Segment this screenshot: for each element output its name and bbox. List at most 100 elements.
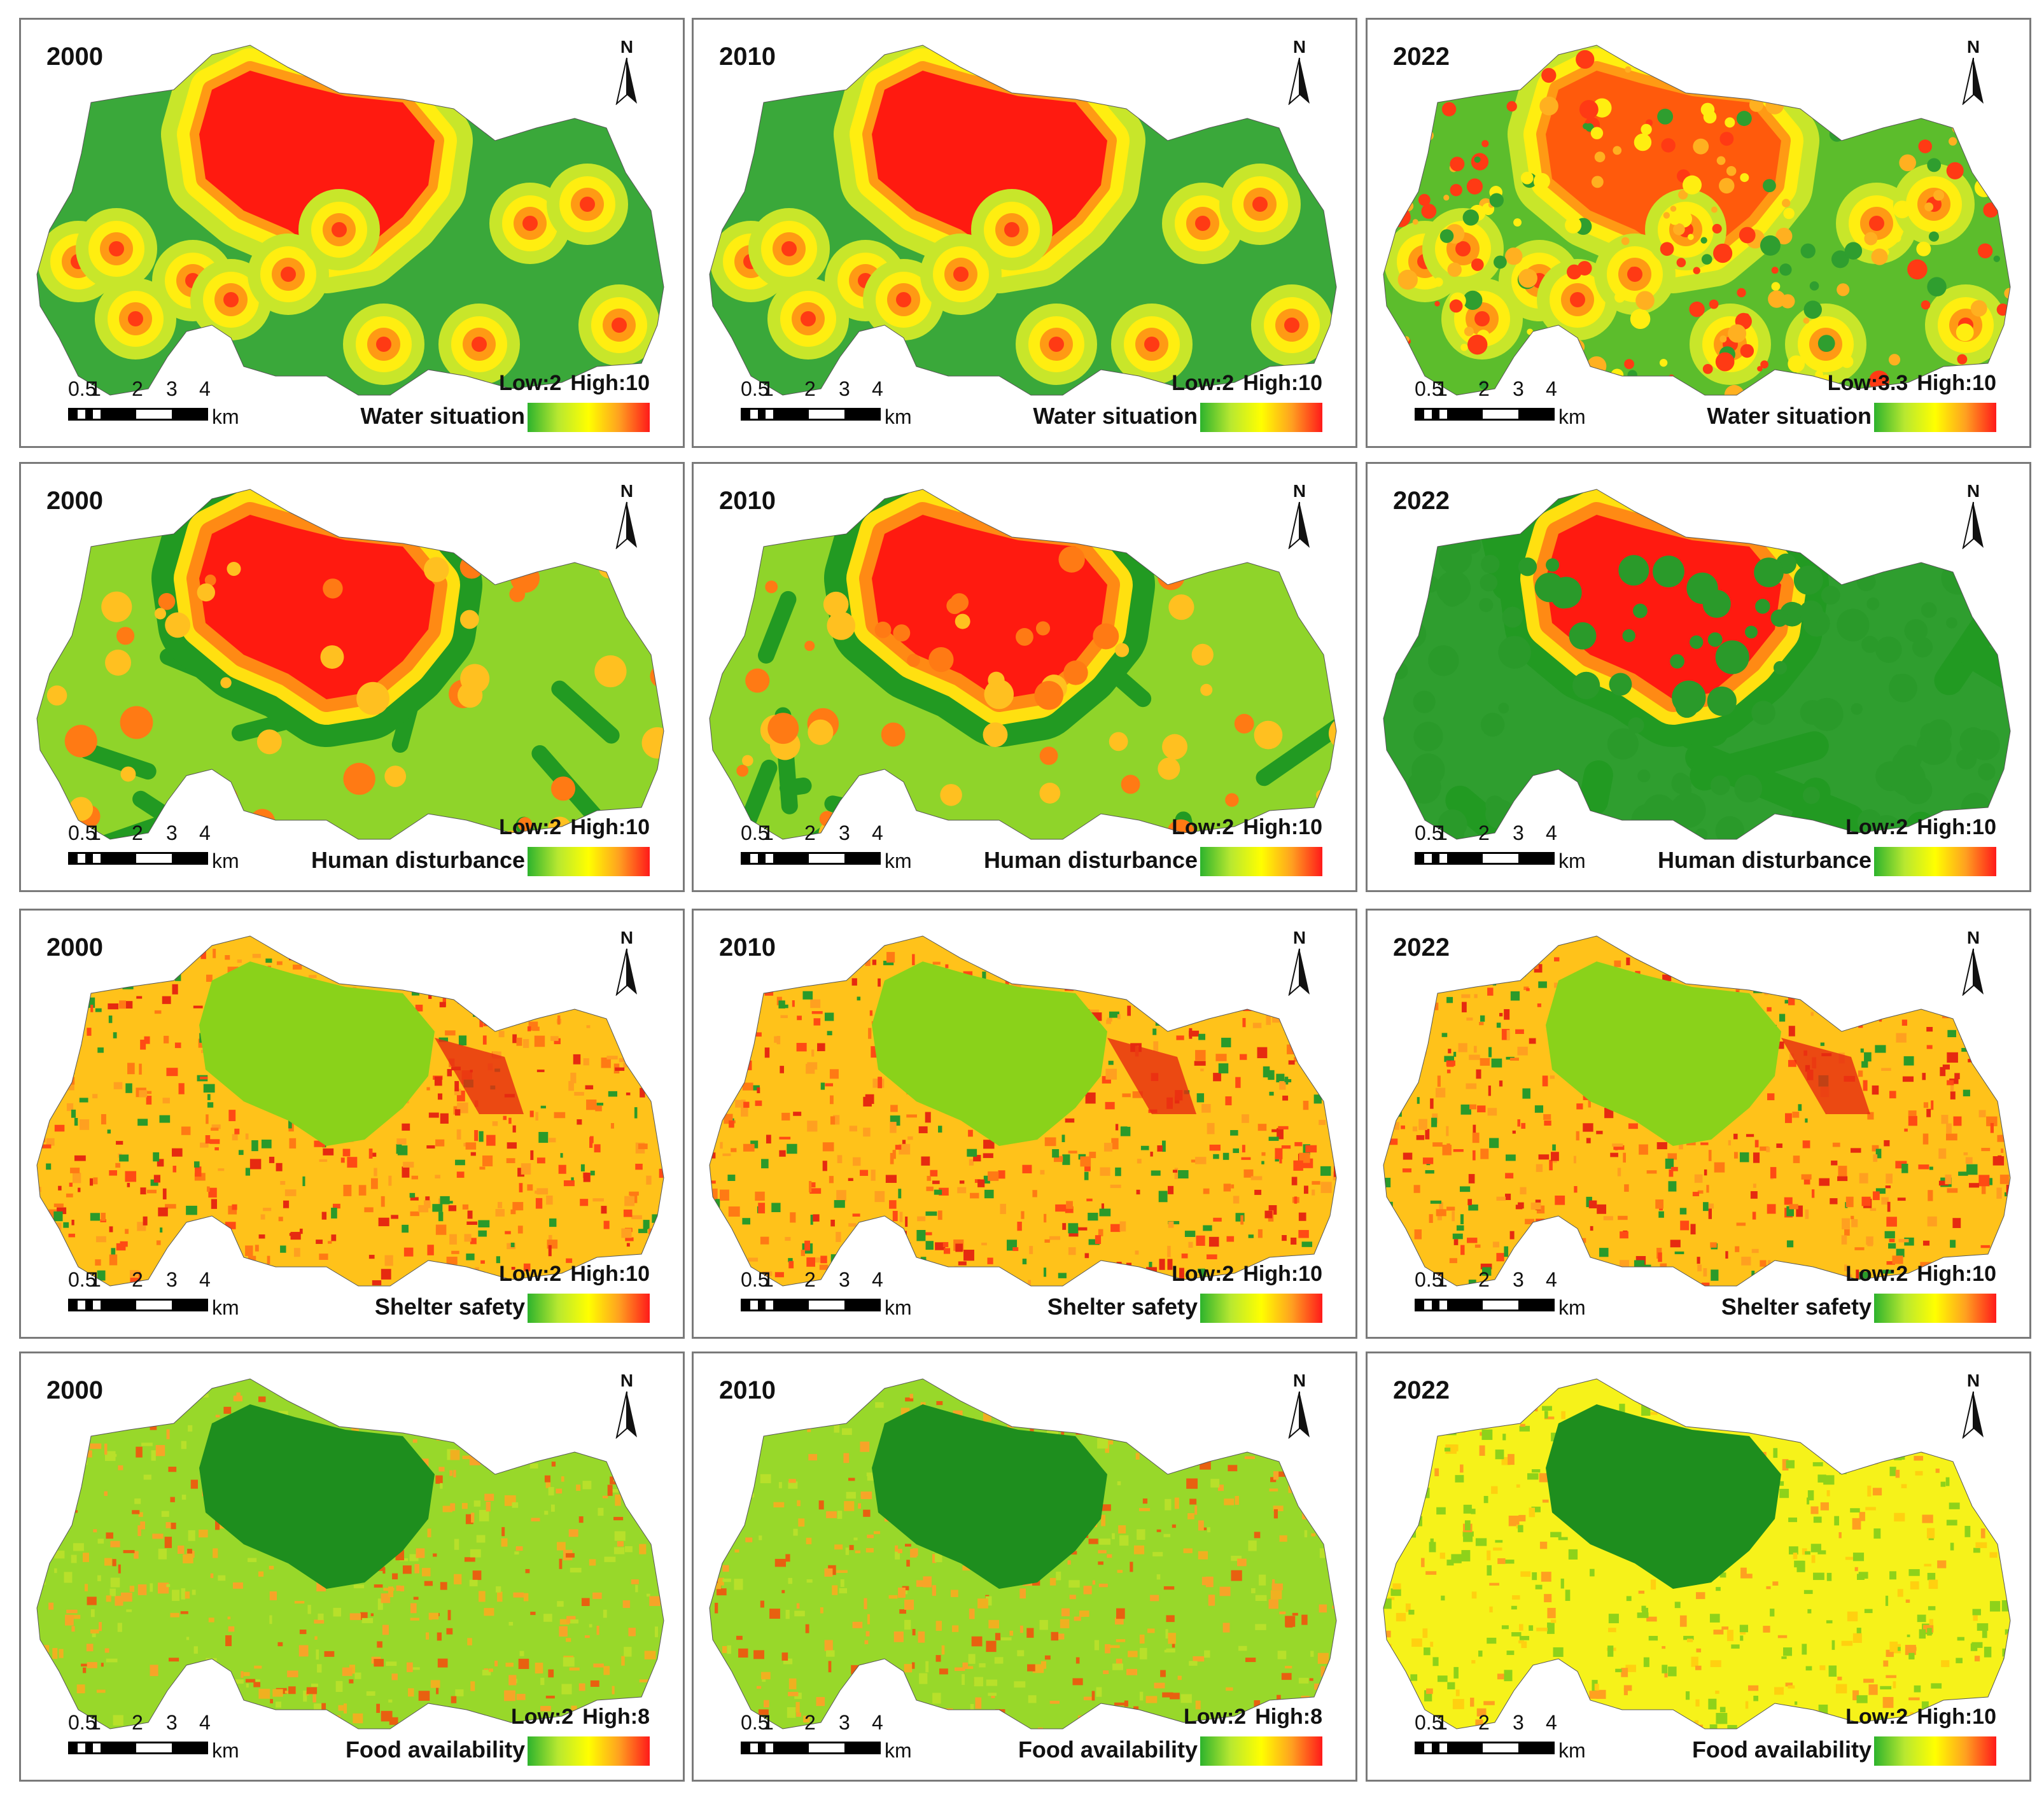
legend-high: High:10 [1243,815,1322,839]
scale-tick-label: 2 [1478,1268,1490,1291]
thematic-map [709,45,1337,396]
scale-unit: km [1558,405,1586,428]
legend-high: High:8 [1255,1705,1322,1729]
map-panel: 2022 N 0.5 1 2 3 4 km Low:2 High:10 Shelter safety [1366,909,2031,1339]
scale-tick-label: 3 [839,821,850,844]
legend-range: Low:2 High:10 [1163,1262,1322,1287]
legend-low: Low:2 [499,371,562,395]
year-label: 2010 [719,1376,776,1404]
scale-tick-label: 3 [839,1711,850,1734]
legend: Low:2 High:10 Food availability [1602,1705,1996,1768]
legend-color-ramp [1200,847,1322,876]
north-label: N [1966,37,1980,57]
scale-tick-label: 3 [839,1268,850,1291]
north-arrow-icon [1288,57,1310,106]
legend-low: Low:2 [1845,1705,1908,1729]
scale-bar: 0.5 1 2 3 4 km [741,821,932,879]
scale-tick-label: 3 [1513,1268,1524,1291]
north-arrow: N [608,928,646,1005]
legend-low: Low:3.3 [1827,371,1908,395]
legend-low: Low:2 [499,815,562,839]
north-label: N [620,481,634,501]
scale-bar: 0.5 1 2 3 4 km [1415,1268,1606,1325]
scale-unit: km [212,405,239,428]
north-arrow: N [608,1371,646,1448]
scale-tick-label: 2 [132,377,143,400]
thematic-map [709,935,1337,1287]
legend-indicator-name: Human disturbance [311,847,525,873]
thematic-map [36,489,664,840]
legend-high: High:10 [1917,371,1996,395]
legend-high: High:10 [1243,371,1322,395]
year-label: 2010 [719,933,776,961]
scale-tick-label: 3 [1513,1711,1524,1734]
legend-range: Low:2 High:10 [490,815,650,840]
legend: Low:2 High:8 Food availability [928,1705,1322,1768]
north-arrow: N [1954,928,1992,1005]
year-label: 2022 [1393,487,1450,515]
north-arrow: N [1280,1371,1319,1448]
scale-bar-graphic [741,1742,881,1754]
legend-low: Low:2 [1172,1262,1235,1286]
scale-tick-label: 1 [762,377,774,400]
legend-indicator-name: Shelter safety [1721,1294,1872,1320]
north-label: N [620,37,634,57]
scale-tick-label: 0.5 [741,377,769,400]
legend-range: Low:2 High:10 [490,371,650,396]
map-panel: 2010 N 0.5 1 2 3 4 km Low:2 High:10 Human disturba… [692,462,1357,892]
scale-tick-label: 4 [872,821,883,844]
year-label: 2000 [46,487,103,515]
legend-color-ramp [1874,1294,1996,1323]
legend-color-ramp [528,1294,650,1323]
legend: Low:2 High:10 Human disturbance [1602,815,1996,879]
legend-indicator-name: Human disturbance [1657,847,1872,873]
legend: Low:3.3 High:10 Water situation [1602,371,1996,435]
thematic-map [1383,1378,2011,1729]
scale-bar: 0.5 1 2 3 4 km [68,377,259,435]
scale-bar: 0.5 1 2 3 4 km [68,821,259,879]
north-arrow-icon [615,1391,637,1439]
thematic-map [1383,489,2011,840]
scale-bar: 0.5 1 2 3 4 km [741,377,932,435]
north-label: N [1292,1371,1306,1390]
north-arrow-icon [615,57,637,106]
legend: Low:2 High:10 Water situation [928,371,1322,435]
scale-tick-label: 0.5 [1415,1711,1443,1734]
legend-color-ramp [528,847,650,876]
legend-low: Low:2 [1845,815,1908,839]
legend-range: Low:2 High:8 [1175,1705,1322,1729]
legend-color-ramp [1200,403,1322,432]
map-panel: 2000 N 0.5 1 2 3 4 km Low:2 High:8 Food availabili… [19,1351,685,1782]
legend-color-ramp [1200,1736,1322,1766]
scale-tick-label: 4 [199,821,211,844]
scale-tick-label: 2 [804,821,816,844]
scale-unit: km [885,849,912,872]
legend: Low:2 High:10 Human disturbance [928,815,1322,879]
scale-tick-label: 3 [1513,821,1524,844]
legend-range: Low:2 High:10 [490,1262,650,1287]
scale-tick-label: 2 [804,1711,816,1734]
scale-tick-label: 2 [1478,1711,1490,1734]
scale-tick-label: 0.5 [68,1711,97,1734]
scale-tick-label: 4 [1546,1711,1557,1734]
legend-high: High:10 [570,815,650,839]
map-panel: 2000 N 0.5 1 2 3 4 km Low:2 High:10 Shelter safety [19,909,685,1339]
legend-range: Low:2 High:8 [502,1705,650,1729]
map-panel: 2000 N 0.5 1 2 3 4 km Low:2 High:10 Human disturba… [19,462,685,892]
legend-color-ramp [1874,1736,1996,1766]
legend-low: Low:2 [1184,1705,1247,1729]
north-arrow: N [608,482,646,558]
scale-bar: 0.5 1 2 3 4 km [1415,1711,1606,1768]
scale-bar: 0.5 1 2 3 4 km [68,1711,259,1768]
scale-tick-label: 0.5 [741,1268,769,1291]
legend: Low:2 High:10 Shelter safety [928,1262,1322,1325]
legend-color-ramp [1874,847,1996,876]
scale-tick-label: 2 [132,1711,143,1734]
legend-indicator-name: Food availability [1691,1736,1872,1763]
year-label: 2022 [1393,1376,1450,1404]
legend: Low:2 High:8 Food availability [255,1705,650,1768]
scale-bar: 0.5 1 2 3 4 km [1415,821,1606,879]
year-label: 2000 [46,1376,103,1404]
legend-range: Low:3.3 High:10 [1819,371,1996,396]
scale-bar-graphic [1415,1742,1555,1754]
